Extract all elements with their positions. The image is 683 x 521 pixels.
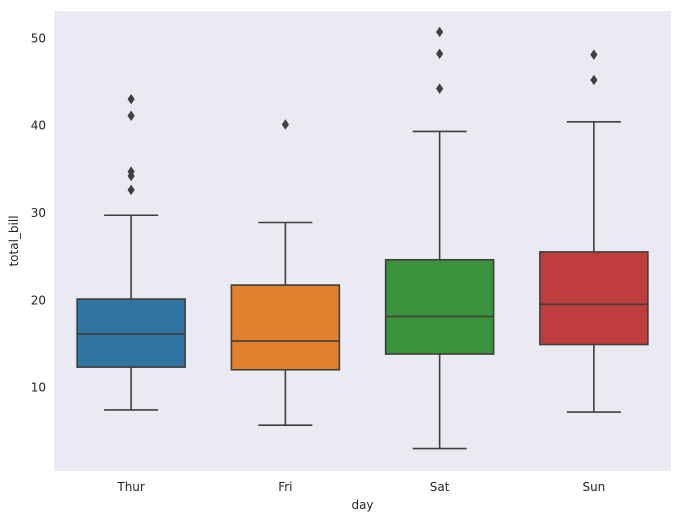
box-iqr xyxy=(76,298,186,368)
y-tick-label: 30 xyxy=(31,206,46,220)
y-tick-label: 50 xyxy=(31,31,46,45)
outlier-point xyxy=(127,166,135,177)
x-axis-label: day xyxy=(351,498,373,512)
box-sat xyxy=(384,26,495,450)
box-iqr xyxy=(539,251,649,346)
outlier-point xyxy=(436,26,444,38)
box-iqr xyxy=(230,284,341,371)
plot-area xyxy=(54,11,671,471)
box-iqr xyxy=(384,258,495,355)
outlier-point xyxy=(590,49,598,60)
outlier-point xyxy=(127,184,135,196)
x-tick-label: Fri xyxy=(278,480,292,494)
outlier-point xyxy=(281,119,289,130)
boxes-group xyxy=(76,26,649,450)
outlier-point xyxy=(590,74,598,86)
outlier-point xyxy=(436,48,444,59)
x-tick-label: Thur xyxy=(116,480,145,494)
outlier-point xyxy=(127,93,135,105)
box-fri xyxy=(230,119,341,426)
y-tick-label: 40 xyxy=(31,119,46,133)
x-tick-label: Sun xyxy=(582,480,605,494)
outlier-point xyxy=(436,83,444,94)
y-axis: 10 20 30 40 50 xyxy=(31,31,46,394)
y-tick-label: 10 xyxy=(31,381,46,395)
outlier-point xyxy=(127,110,135,121)
y-axis-label: total_bill xyxy=(7,215,21,266)
box-sun xyxy=(539,49,649,413)
x-axis: Thur Fri Sat Sun xyxy=(116,480,605,494)
x-tick-label: Sat xyxy=(430,480,450,494)
y-tick-label: 20 xyxy=(31,293,46,307)
box-thur xyxy=(76,93,186,411)
